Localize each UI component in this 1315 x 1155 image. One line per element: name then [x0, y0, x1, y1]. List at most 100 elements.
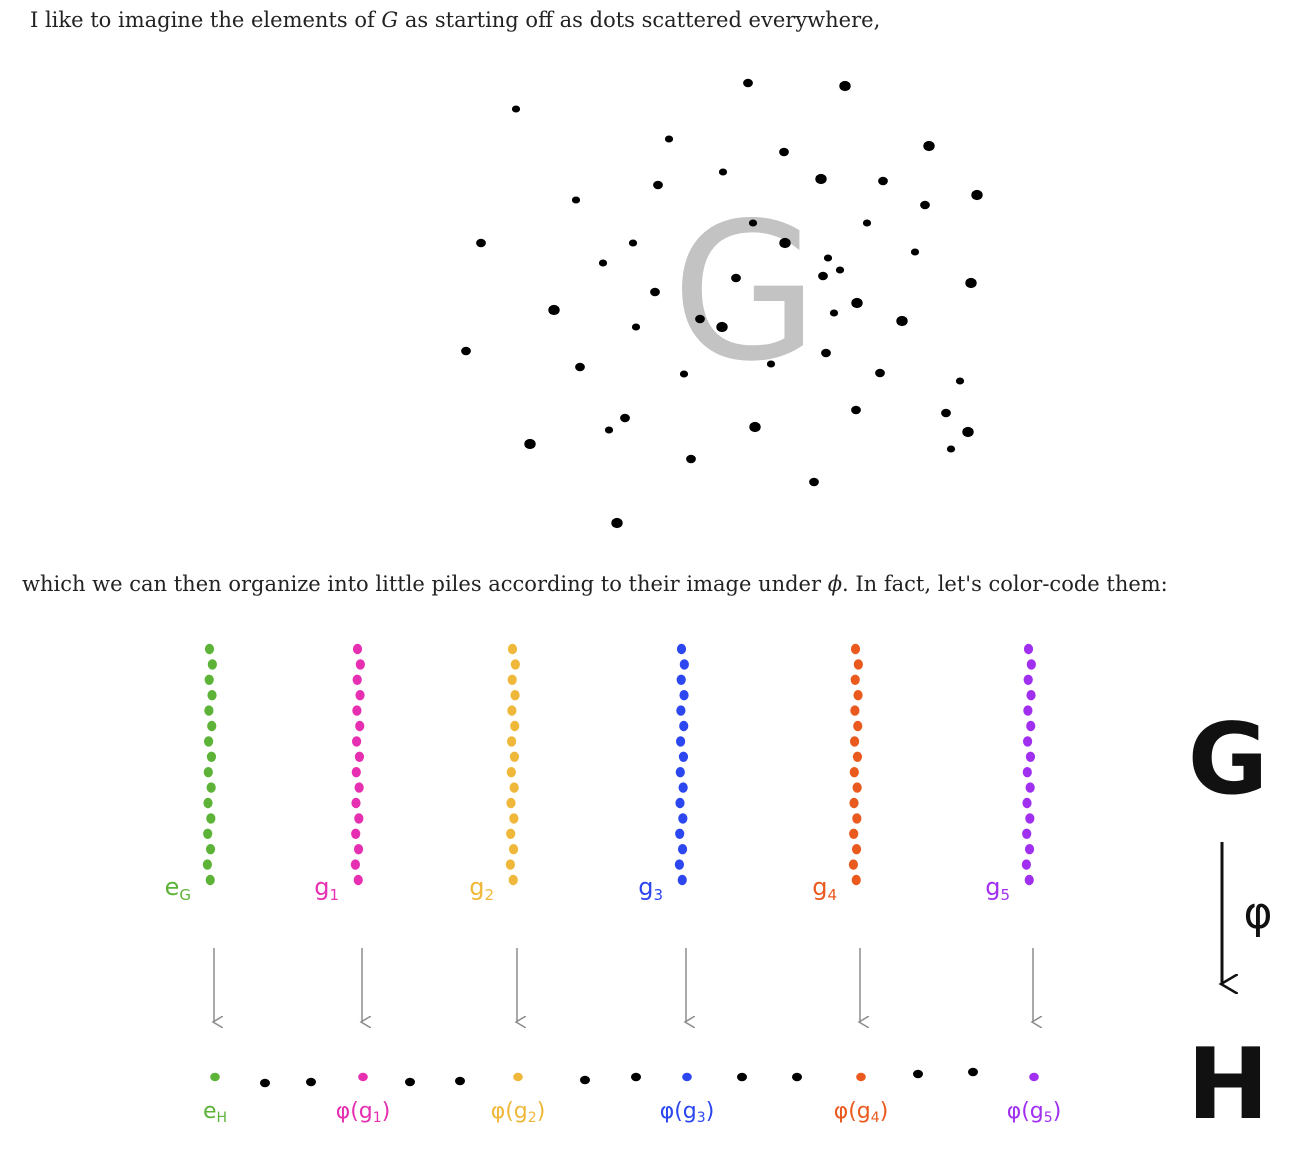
element-dot — [839, 80, 851, 92]
element-dot — [862, 219, 872, 227]
pile-dot — [849, 828, 859, 839]
pile-dot — [1023, 736, 1033, 747]
element-dot — [604, 426, 614, 434]
pile-dot — [355, 720, 365, 732]
pile-dot — [849, 797, 859, 809]
organize-paragraph: which we can then organize into little p… — [22, 570, 1168, 598]
pile-dot — [852, 782, 862, 793]
pile-dot — [508, 874, 518, 886]
pile-dot — [1021, 859, 1031, 870]
image-dot — [856, 1072, 866, 1082]
element-dot — [815, 173, 827, 185]
h-element-dot — [913, 1069, 923, 1079]
intro-text-end: as starting off as dots scattered everyw… — [398, 8, 881, 32]
element-dot — [875, 368, 885, 378]
pile-dot — [207, 720, 217, 732]
pile-dot — [354, 782, 364, 793]
scattered-elements-figure: G — [461, 78, 983, 529]
element-dot — [524, 438, 536, 450]
element-dot — [878, 176, 888, 186]
pile-label: g5 — [985, 873, 1010, 904]
pile-dot — [203, 797, 213, 809]
pile-dot — [507, 643, 518, 655]
pile-label: g1 — [314, 873, 339, 904]
pile-dot — [850, 736, 860, 747]
pile-dot — [1022, 797, 1032, 809]
pile-dot — [676, 674, 686, 685]
image-label: eH — [203, 1099, 227, 1126]
pile-dot — [1025, 751, 1036, 762]
element-dot — [835, 266, 845, 274]
pile-label: eG — [165, 873, 191, 904]
image-label: φ(g2) — [491, 1099, 546, 1126]
pile-dot — [678, 751, 689, 762]
element-dot — [620, 413, 630, 423]
pile-dot — [351, 767, 361, 778]
pile-dot — [355, 690, 365, 701]
element-dot — [548, 304, 560, 316]
element-labels: eG eH g1 φ(g1) g2 φ(g2) g3 φ(g3) g4 φ(g4) g5 φ(g5) — [165, 873, 1062, 1126]
pile-dot — [510, 720, 520, 732]
pile-dot — [510, 690, 520, 701]
element-dot — [851, 297, 863, 309]
pile-dot — [509, 751, 520, 762]
h-element-dot — [260, 1078, 270, 1088]
h-element-dot — [737, 1072, 747, 1082]
element-dot — [809, 477, 819, 487]
phi-symbol: ϕ — [827, 572, 843, 596]
group-h-label: H — [1187, 1028, 1269, 1142]
element-dot — [731, 273, 741, 283]
pile-dot — [1026, 720, 1036, 732]
intro-paragraph: I like to imagine the elements of G as s… — [30, 6, 880, 34]
pile-dot — [352, 736, 362, 747]
element-dot — [749, 421, 761, 433]
pile-dot — [506, 828, 516, 839]
pile-dot — [506, 767, 516, 778]
element-dot — [511, 105, 521, 113]
pile-dot — [508, 844, 519, 855]
pile-dot — [676, 705, 686, 716]
pile-dot — [679, 720, 689, 732]
element-dot — [896, 315, 908, 327]
pile-dot — [853, 720, 863, 732]
pile-dot — [1026, 659, 1036, 670]
pile-dot — [677, 844, 688, 855]
image-label: φ(g5) — [1007, 1099, 1062, 1126]
element-dot — [946, 445, 956, 453]
pile-dot — [1022, 828, 1032, 839]
image-label: φ(g3) — [660, 1099, 715, 1126]
pile-dot — [353, 874, 363, 886]
element-dot — [766, 360, 776, 368]
h-element-dot — [580, 1075, 590, 1085]
pile-dot — [848, 859, 859, 870]
pile-dot — [1025, 813, 1035, 824]
element-dot — [571, 196, 581, 204]
element-dot — [628, 239, 638, 247]
pile-dot — [509, 782, 519, 793]
pile-dot — [510, 659, 520, 670]
pile-label: g3 — [638, 873, 663, 904]
pile-dot — [1023, 674, 1033, 685]
element-dot — [743, 78, 753, 88]
image-label: φ(g1) — [336, 1099, 391, 1126]
h-element-dot — [968, 1067, 978, 1077]
pile-dot — [507, 705, 517, 716]
pile-dot — [1022, 767, 1032, 778]
element-dot — [941, 408, 951, 418]
h-elements-row — [210, 1067, 1039, 1088]
pile-dot — [1025, 782, 1035, 793]
pile-dot — [677, 874, 687, 886]
pile-dot — [207, 690, 217, 701]
pile-dot — [204, 643, 215, 655]
element-dot — [476, 238, 486, 248]
pile-dot — [204, 705, 214, 716]
pile-dot — [507, 736, 517, 747]
pile-dot — [350, 859, 360, 870]
pile-dot — [679, 659, 689, 670]
element-dot — [823, 254, 833, 262]
organize-text-start: which we can then organize into little p… — [22, 572, 828, 596]
element-dot — [611, 517, 623, 529]
pile-dot — [676, 643, 687, 655]
element-dot — [716, 321, 728, 333]
element-dot — [598, 259, 608, 267]
